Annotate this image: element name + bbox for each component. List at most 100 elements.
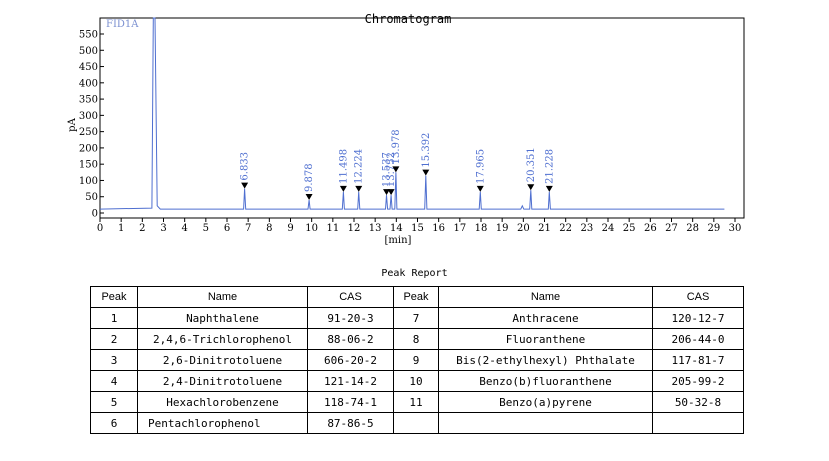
compound-name: Pentachlorophenol xyxy=(137,412,308,434)
peak-number: 7 xyxy=(393,307,439,329)
x-tick-label: 27 xyxy=(665,223,678,234)
y-tick-label: 100 xyxy=(79,176,98,187)
x-tick-label: 9 xyxy=(287,223,293,234)
peak-number xyxy=(393,412,439,434)
peak-label: 6.833 xyxy=(240,152,251,181)
plot-frame xyxy=(99,17,745,219)
y-tick-label: 350 xyxy=(79,95,98,106)
y-tick-label: 400 xyxy=(79,78,98,89)
x-tick-label: 24 xyxy=(602,223,615,234)
y-tick-label: 500 xyxy=(79,46,98,57)
table-row: 6 Pentachlorophenol 87-86-5 xyxy=(90,412,744,434)
peak-number: 2 xyxy=(90,328,138,350)
y-axis-label: pA xyxy=(67,117,78,131)
compound-name: Hexachlorobenzene xyxy=(137,391,308,413)
peak-label: 15.392 xyxy=(421,133,432,168)
cas-number: 88-06-2 xyxy=(307,328,394,350)
x-tick-label: 21 xyxy=(538,223,551,234)
cas-number: 87-86-5 xyxy=(307,412,394,434)
x-tick-label: 5 xyxy=(203,223,209,234)
compound-name: 2,6-Dinitrotoluene xyxy=(137,349,308,371)
x-tick-label: 10 xyxy=(305,223,318,234)
peak-number: 5 xyxy=(90,391,138,413)
table-row: 4 2,4-Dinitrotoluene 121-14-2 10 Benzo(b… xyxy=(90,370,744,392)
compound-name: Naphthalene xyxy=(137,307,308,329)
peak-marker xyxy=(305,193,313,200)
cas-number: 91-20-3 xyxy=(307,307,394,329)
compound-name: Anthracene xyxy=(438,307,653,329)
peak-marker xyxy=(355,185,363,192)
cas-number: 121-14-2 xyxy=(307,370,394,392)
peak-marker xyxy=(422,169,430,176)
peak-marker xyxy=(387,189,395,196)
x-tick-label: 18 xyxy=(475,223,488,234)
x-tick-label: 6 xyxy=(224,223,230,234)
peak-marker xyxy=(392,166,400,173)
peak-number: 11 xyxy=(393,391,439,413)
cas-number: 117-81-7 xyxy=(652,349,744,371)
compound-name: 2,4,6-Trichlorophenol xyxy=(137,328,308,350)
x-tick-label: 30 xyxy=(729,223,742,234)
compound-name xyxy=(438,412,653,434)
compound-name: Fluoranthene xyxy=(438,328,653,350)
peak-number: 6 xyxy=(90,412,138,434)
peak-markers: 6.833 9.878 11.498 12.224 13.53713.75213.978… xyxy=(240,129,555,200)
y-tick-label: 200 xyxy=(79,143,98,154)
peak-label: 9.878 xyxy=(304,163,315,192)
cas-number: 206-44-0 xyxy=(652,328,744,350)
peak-number: 10 xyxy=(393,370,439,392)
peak-marker xyxy=(241,182,249,189)
y-tick-label: 50 xyxy=(85,192,98,203)
x-tick-label: 3 xyxy=(160,223,166,234)
cas-number: 120-12-7 xyxy=(652,307,744,329)
x-tick-label: 28 xyxy=(686,223,699,234)
cas-number: 205-99-2 xyxy=(652,370,744,392)
x-tick-label: 17 xyxy=(453,223,466,234)
peak-marker xyxy=(527,184,535,191)
cas-number: 606-20-2 xyxy=(307,349,394,371)
y-tick-label: 150 xyxy=(79,160,98,171)
peak-label: 13.537 xyxy=(382,152,393,187)
table-row: 3 2,6-Dinitrotoluene 606-20-2 9 Bis(2-et… xyxy=(90,349,744,371)
header-name: Name xyxy=(438,286,653,308)
compound-name: 2,4-Dinitrotoluene xyxy=(137,370,308,392)
y-tick-label: 0 xyxy=(92,209,98,220)
y-tick-label: 300 xyxy=(79,111,98,122)
x-tick-label: 8 xyxy=(266,223,272,234)
peak-label: 13.752 xyxy=(386,152,397,187)
x-tick-label: 1 xyxy=(118,223,124,234)
trace-group xyxy=(99,17,725,210)
x-tick-label: 15 xyxy=(411,223,424,234)
peak-label: 20.351 xyxy=(526,147,537,182)
peak-label: 17.965 xyxy=(475,149,486,184)
header-cas: CAS xyxy=(307,286,394,308)
x-axis-label: [min] xyxy=(385,235,412,246)
compound-name: Bis(2-ethylhexyl) Phthalate xyxy=(438,349,653,371)
compound-name: Benzo(b)fluoranthene xyxy=(438,370,653,392)
report-title: Peak Report xyxy=(381,268,448,279)
peak-label: 13.978 xyxy=(391,129,402,164)
chromatogram-chart: Chromatogram FID1A 050100150200250300350… xyxy=(67,12,745,246)
peak-number: 4 xyxy=(90,370,138,392)
peak-label: 11.498 xyxy=(338,149,349,184)
chromatogram-trace xyxy=(99,17,725,210)
table-row: 2 2,4,6-Trichlorophenol 88-06-2 8 Fluora… xyxy=(90,328,744,350)
x-tick-label: 29 xyxy=(707,223,720,234)
x-tick-label: 20 xyxy=(517,223,530,234)
peak-number: 8 xyxy=(393,328,439,350)
peak-label: 12.224 xyxy=(354,149,365,184)
compound-name: Benzo(a)pyrene xyxy=(438,391,653,413)
peak-marker xyxy=(545,185,553,192)
peak-marker xyxy=(476,185,484,192)
x-tick-label: 0 xyxy=(97,223,103,234)
cas-number: 118-74-1 xyxy=(307,391,394,413)
table-row: 1 Naphthalene 91-20-3 7 Anthracene 120-1… xyxy=(90,307,744,329)
peak-number: 1 xyxy=(90,307,138,329)
peak-marker xyxy=(339,185,347,192)
y-tick-label: 450 xyxy=(79,62,98,73)
chart-title: Chromatogram xyxy=(365,12,452,26)
x-tick-label: 4 xyxy=(181,223,187,234)
peak-marker xyxy=(383,189,391,196)
x-tick-label: 7 xyxy=(245,223,251,234)
